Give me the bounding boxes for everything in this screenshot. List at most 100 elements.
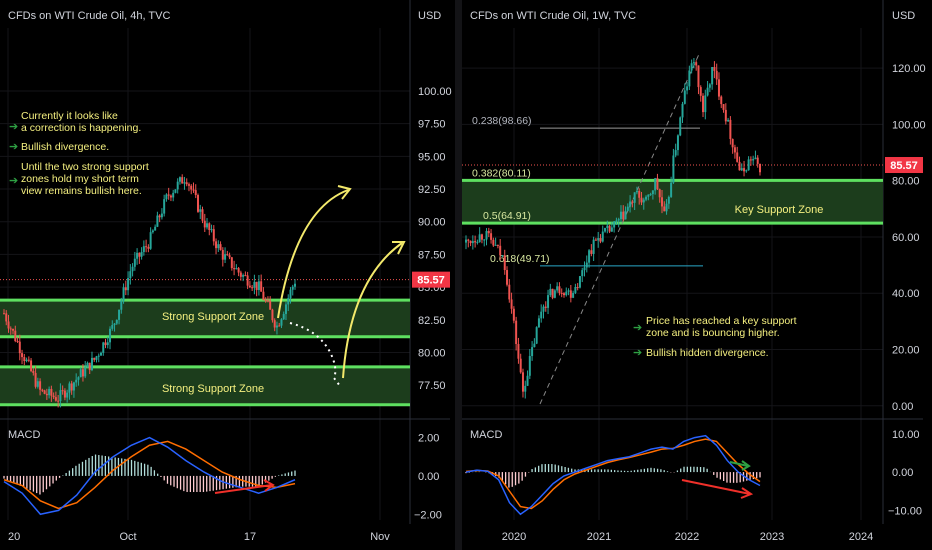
candle-body [72,382,75,391]
projection-arrow-upper [277,189,349,319]
candle-body [118,309,121,320]
candle-body [679,117,682,136]
macd-line [465,434,761,516]
candle-body [273,320,276,328]
left-macd-label: MACD [8,429,40,441]
left-chart-panel[interactable]: Strong Support Zone Strong Support Zone … [0,0,452,543]
candle-body [492,239,495,246]
candle-body [190,185,193,190]
candle-body [499,245,502,256]
candle-body [239,272,242,277]
candle-body [597,238,600,241]
candle-body [647,194,650,197]
left-divergence-arrow-line [214,484,273,494]
candle-body [18,341,21,354]
projection-arrows [277,185,406,379]
candle-body [63,390,66,398]
candle-body [102,342,105,353]
candle-body [59,390,62,402]
candle-body [262,291,265,300]
candle-body [167,194,170,196]
candle-body [257,281,260,290]
candle-body [565,291,568,296]
projection-arrow-upper-head [337,185,352,200]
candle-body [672,155,675,183]
candle-body [122,287,125,301]
candle-body [271,309,274,321]
candle-body [731,138,734,148]
candle-body [645,196,648,200]
candle-body [617,219,620,221]
candle-body [601,231,604,242]
left-note-3-line-3: view remains bullish here. [21,185,142,197]
candle-body [638,190,641,198]
candle-body [206,223,209,228]
candle-body [583,267,586,271]
candle-body [740,168,743,171]
candle-body [476,242,479,244]
candle-body [649,194,652,196]
candle-body [720,96,723,105]
right-divergence-arrow-red [681,479,751,495]
candle-body [224,254,227,260]
candle-body [619,211,622,220]
right-chart-panel[interactable]: 0.238(98.66) 0.382(80.11) 0.5(64.91) 0.618(… [462,0,926,543]
candle-body [752,159,755,161]
candle-body [487,230,490,234]
candle-body [289,289,292,299]
candle-body [567,290,570,292]
time-axis-tick-label: 17 [244,531,256,543]
candle-body [631,201,634,203]
candle-body [736,152,739,162]
price-axis-tick-label: 120.00 [892,63,926,75]
candle-body [665,203,668,212]
candle-body [176,181,179,190]
candle-body [52,395,55,398]
candle-body [688,70,691,87]
candle-body [519,358,522,373]
candle-body [187,184,190,186]
candle-body [531,347,534,357]
candle-body [474,241,477,243]
candle-body [39,381,42,390]
candle-body [661,197,663,207]
left-time-axis: 20 Oct 17 Nov [8,531,390,543]
candle-body [275,325,278,328]
left-divergence-arrow-head [263,479,275,492]
candle-body [284,304,287,314]
candle-body [551,288,554,298]
candle-body [163,199,166,214]
candle-body [194,190,197,196]
candle-body [501,255,504,257]
candle-body [727,119,730,122]
candle-body [192,189,195,191]
left-note-1-line-2: a correction is happening. [21,122,141,134]
candle-body [624,210,627,220]
candle-body [93,357,96,360]
left-chart-title: CFDs on WTI Crude Oil, 4h, TVC [8,10,170,22]
candle-body [465,239,467,243]
candle-body [183,182,186,184]
candle-body [667,196,670,204]
candle-body [503,255,506,271]
price-axis-tick-label: 0.00 [892,401,913,413]
candle-body [169,195,172,198]
candle-body [230,257,233,269]
candle-body [226,254,229,256]
candle-body [471,241,474,244]
right-note-2: Bullish hidden divergence. [646,347,769,359]
candle-body [608,225,611,232]
candle-body [81,369,84,377]
left-candles [3,174,296,408]
macd-axis-tick-label: 10.00 [892,429,920,441]
candle-body [174,189,177,193]
candle-body [663,206,666,212]
candle-body [181,177,184,184]
candle-body [560,292,563,294]
candle-body [45,393,48,396]
candle-body [606,225,609,229]
candle-body [124,287,127,291]
support-zone-fill [0,366,410,405]
candle-body [23,357,26,362]
